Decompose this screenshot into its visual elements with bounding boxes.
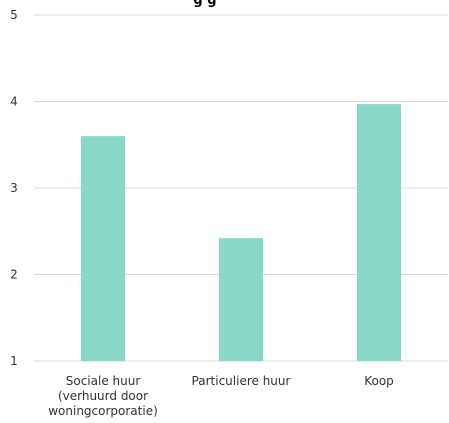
y-axis-ticks: 1 2 3 4 5 [10, 8, 18, 368]
x-category-label-line: Particuliere huur [192, 374, 291, 388]
y-tick-label-5: 5 [10, 8, 18, 22]
x-category-label-1: Particuliere huur [192, 374, 291, 388]
x-category-label-line: woningcorporatie) [48, 404, 158, 418]
x-axis-labels: Sociale huur (verhuurd door woningcorporat… [48, 374, 394, 418]
x-category-label-line: Koop [364, 374, 394, 388]
x-category-label-2: Koop [364, 374, 394, 388]
chart-title-partial: g g [193, 0, 216, 8]
bar-1 [219, 238, 263, 361]
x-category-label-line: Sociale huur [66, 374, 141, 388]
y-tick-label-1: 1 [10, 354, 18, 368]
y-tick-label-4: 4 [10, 95, 18, 109]
bars [81, 104, 401, 361]
bar-2 [357, 104, 401, 361]
y-tick-label-3: 3 [10, 181, 18, 195]
x-category-label-0: Sociale huur (verhuurd door woningcorporat… [48, 374, 158, 418]
y-tick-label-2: 2 [10, 268, 18, 282]
bar-0 [81, 136, 125, 361]
chart-title-area: g g [193, 0, 216, 8]
x-category-label-line: (verhuurd door [58, 389, 148, 403]
